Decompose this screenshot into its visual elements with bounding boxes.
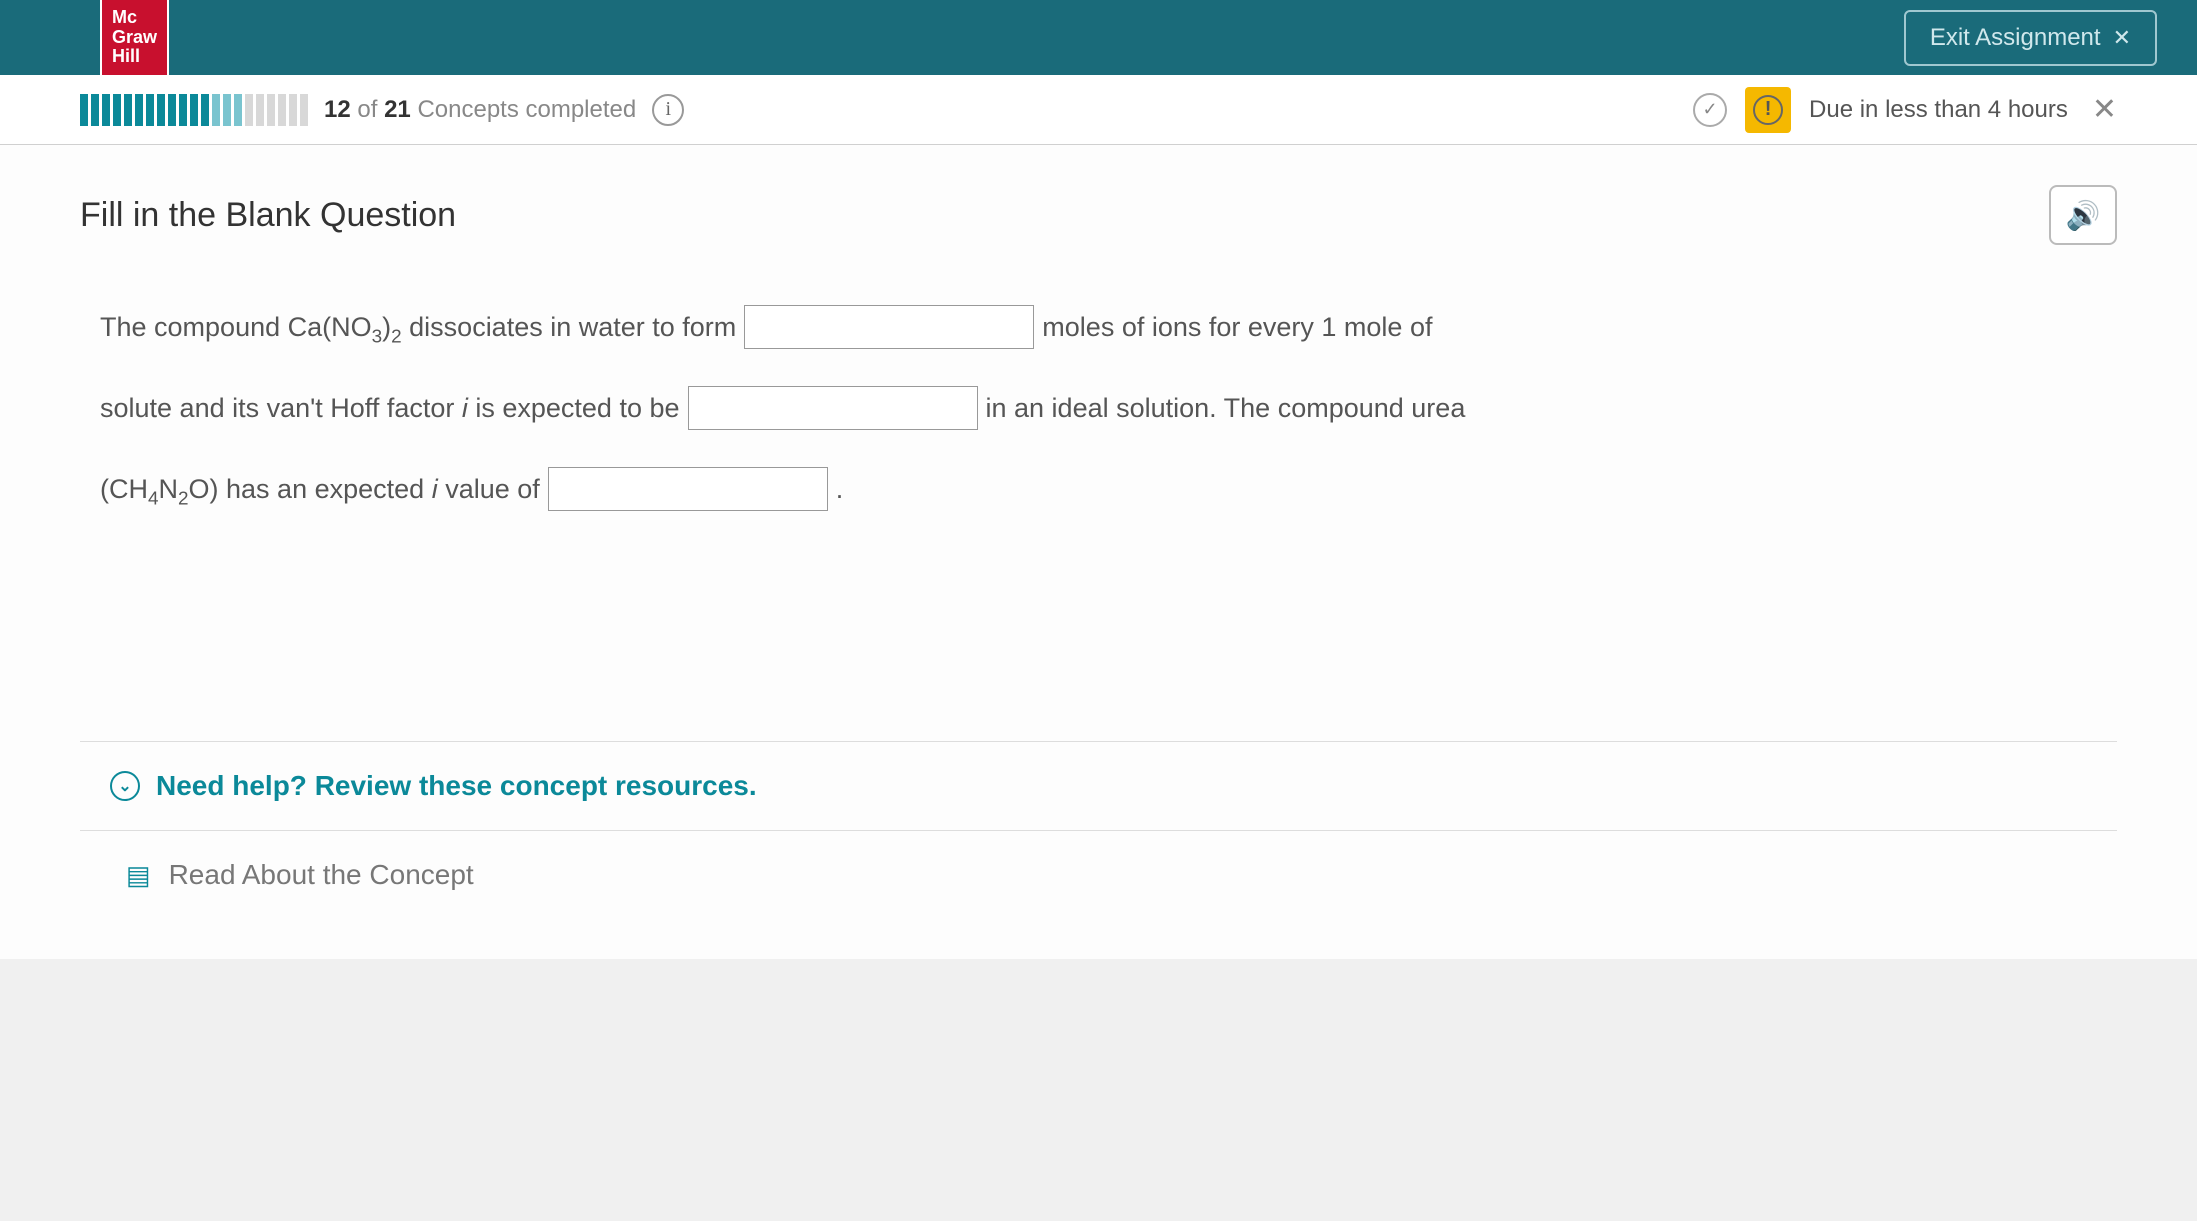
top-bar: Mc Graw Hill Exit Assignment ✕ bbox=[0, 0, 2197, 75]
progress-right: ✓ ! Due in less than 4 hours ✕ bbox=[1693, 87, 2117, 133]
total-count: 21 bbox=[384, 96, 411, 123]
read-text: Read About the Concept bbox=[169, 859, 474, 891]
text-part6: . bbox=[836, 457, 844, 522]
read-about-concept[interactable]: ▤ Read About the Concept bbox=[80, 831, 2117, 919]
chevron-down-icon: ⌄ bbox=[110, 771, 140, 801]
text-part4: in an ideal solution. The compound urea bbox=[986, 376, 1466, 441]
exclamation-icon: ! bbox=[1753, 95, 1783, 125]
audio-button[interactable]: 🔊 bbox=[2049, 185, 2117, 245]
help-section: ⌄ Need help? Review these concept resour… bbox=[80, 741, 2117, 919]
question-body: The compound Ca(NO3)2 dissociates in wat… bbox=[80, 295, 2117, 521]
blank-input-1[interactable] bbox=[744, 305, 1034, 349]
close-icon: ✕ bbox=[2113, 25, 2131, 51]
alert-icon: ! bbox=[1745, 87, 1791, 133]
question-line-2: solute and its van't Hoff factor i is ex… bbox=[100, 376, 2117, 441]
content-area: Fill in the Blank Question 🔊 The compoun… bbox=[0, 145, 2197, 959]
progress-text: 12 of 21 Concepts completed bbox=[324, 96, 636, 124]
logo-text-3: Hill bbox=[112, 47, 157, 67]
progress-segments bbox=[80, 94, 308, 126]
question-line-1: The compound Ca(NO3)2 dissociates in wat… bbox=[100, 295, 2117, 360]
question-line-3: (CH4N2O) has an expected i value of . bbox=[100, 457, 2117, 522]
blank-input-2[interactable] bbox=[688, 386, 978, 430]
completed-label: Concepts completed bbox=[417, 96, 636, 123]
info-icon[interactable]: i bbox=[652, 94, 684, 126]
book-icon: ▤ bbox=[126, 860, 151, 891]
due-text: Due in less than 4 hours bbox=[1809, 96, 2068, 124]
speaker-icon: 🔊 bbox=[2066, 199, 2101, 232]
progress-left: 12 of 21 Concepts completed i bbox=[80, 94, 684, 126]
text-part2: moles of ions for every 1 mole of bbox=[1042, 295, 1432, 360]
help-header[interactable]: ⌄ Need help? Review these concept resour… bbox=[80, 742, 2117, 831]
help-header-text: Need help? Review these concept resource… bbox=[156, 770, 757, 802]
exit-assignment-button[interactable]: Exit Assignment ✕ bbox=[1904, 10, 2157, 66]
check-icon[interactable]: ✓ bbox=[1693, 93, 1727, 127]
mcgraw-hill-logo: Mc Graw Hill bbox=[100, 0, 169, 77]
blank-input-3[interactable] bbox=[548, 467, 828, 511]
logo-text-1: Mc bbox=[112, 8, 157, 28]
logo-text-2: Graw bbox=[112, 28, 157, 48]
exit-label: Exit Assignment bbox=[1930, 24, 2101, 52]
progress-bar: 12 of 21 Concepts completed i ✓ ! Due in… bbox=[0, 75, 2197, 145]
dismiss-icon[interactable]: ✕ bbox=[2092, 92, 2117, 127]
question-header: Fill in the Blank Question 🔊 bbox=[80, 185, 2117, 245]
completed-count: 12 bbox=[324, 96, 351, 123]
question-type-label: Fill in the Blank Question bbox=[80, 196, 456, 235]
